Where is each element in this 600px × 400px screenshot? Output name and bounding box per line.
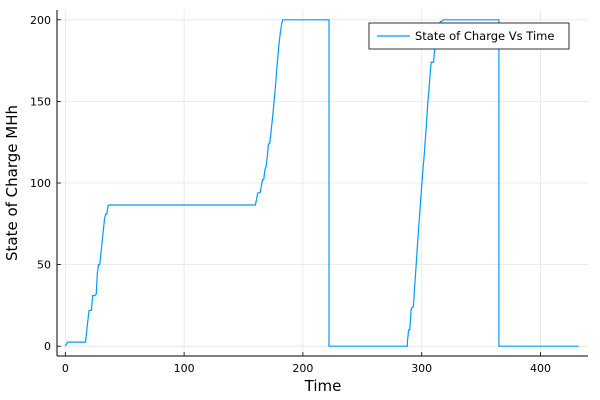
x-axis-label: Time [304, 377, 342, 395]
legend: State of Charge Vs Time [368, 22, 570, 50]
series-line-state-of-charge [64, 19, 579, 347]
legend-label: State of Charge Vs Time [415, 29, 554, 43]
x-tick-label: 400 [530, 362, 551, 375]
tick-labels: 0 100 200 300 400 0 50 100 150 200 [30, 14, 551, 375]
y-tick-label: 150 [30, 95, 51, 108]
x-tick-label: 100 [174, 362, 195, 375]
y-tick-label: 200 [30, 14, 51, 27]
y-axis-label: State of Charge MHh [3, 105, 21, 261]
y-tick-label: 100 [30, 177, 51, 190]
x-tick-label: 200 [292, 362, 313, 375]
y-tick-label: 50 [37, 259, 51, 272]
x-tick-label: 0 [62, 362, 69, 375]
x-tick-label: 300 [411, 362, 432, 375]
y-tick-label: 0 [44, 340, 51, 353]
